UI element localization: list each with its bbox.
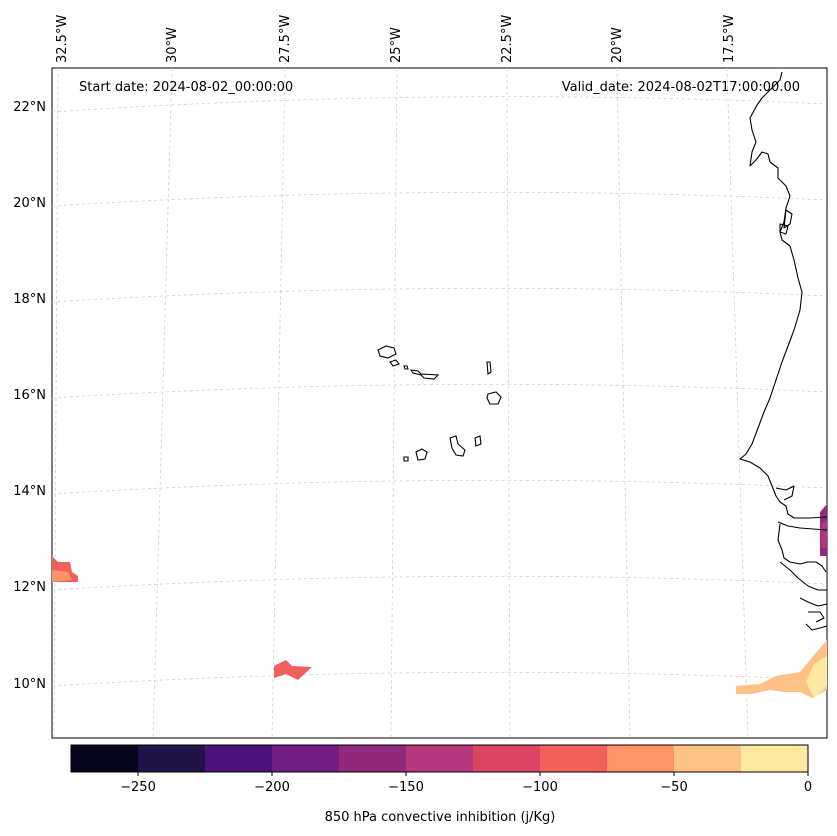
lon-label-32-5w: 32.5°W: [55, 15, 70, 63]
cin-area-central: [274, 660, 312, 680]
lat-label-12n: 12°N: [13, 580, 46, 595]
lon-label-22-5w: 22.5°W: [500, 15, 515, 63]
colorbar-segment: [205, 745, 273, 772]
island-brava: [403, 456, 409, 462]
lat-label-22n: 22°N: [13, 100, 46, 115]
lon-label-20w: 20°W: [610, 27, 625, 63]
gridlines: [51, 67, 828, 739]
cin-area-southeast-light: [806, 656, 827, 698]
island-sal: [486, 361, 492, 375]
colorbar-tick-label: −250: [120, 780, 156, 795]
lat-label-10n: 10°N: [13, 677, 46, 692]
lat-label-16n: 16°N: [13, 388, 46, 403]
colorbar: −250 −200 −150 −100 −50 0: [70, 744, 812, 795]
colorbar-frame: [70, 744, 809, 773]
island-sao-nicolau: [409, 369, 440, 380]
island-santa-luzia: [403, 365, 409, 370]
latitude-labels: 22°N 20°N 18°N 16°N 14°N 12°N 10°N: [13, 100, 46, 692]
lon-label-25w: 25°W: [389, 27, 404, 63]
african-coastline: [739, 71, 828, 631]
island-boa-vista: [486, 391, 502, 405]
cin-area-east-purple-inner: [821, 520, 827, 548]
start-date-label: Start date: 2024-08-02_00:00:00: [79, 80, 293, 95]
colorbar-segment: [674, 745, 742, 772]
lon-label-30w: 30°W: [165, 27, 180, 63]
island-santo-antao: [377, 345, 397, 359]
longitude-labels: 32.5°W 30°W 27.5°W 25°W 22.5°W 20°W 17.5…: [55, 15, 737, 63]
colorbar-tick-label: −150: [388, 780, 424, 795]
island-sao-vicente: [389, 359, 400, 367]
cape-verde-islands: [377, 345, 502, 462]
colorbar-segment: [406, 745, 474, 772]
colorbar-segment: [339, 745, 407, 772]
map-frame: [51, 67, 828, 739]
island-santiago: [449, 435, 466, 457]
colorbar-segment: [71, 745, 139, 772]
colorbar-tick-label: 0: [804, 780, 812, 795]
lon-label-17-5w: 17.5°W: [722, 15, 737, 63]
colorbar-tick-label: −100: [522, 780, 558, 795]
colorbar-label: 850 hPa convective inhibition (j/Kg): [325, 810, 556, 825]
island-fogo: [415, 448, 428, 461]
colorbar-segment: [138, 745, 206, 772]
colorbar-segment: [540, 745, 608, 772]
lon-label-27-5w: 27.5°W: [278, 15, 293, 63]
colorbar-tick-label: −50: [660, 780, 687, 795]
colorbar-segment: [607, 745, 675, 772]
island-maio: [474, 435, 482, 447]
valid-date-label: Valid_date: 2024-08-02T17:00:00.00: [562, 80, 800, 95]
colorbar-segment: [272, 745, 340, 772]
colorbar-segment: [741, 745, 809, 772]
lat-label-18n: 18°N: [13, 292, 46, 307]
cin-filled-areas: [52, 504, 827, 698]
cin-area-west-inner: [52, 570, 72, 582]
lat-label-14n: 14°N: [13, 484, 46, 499]
colorbar-segment: [473, 745, 541, 772]
lat-label-20n: 20°N: [13, 196, 46, 211]
colorbar-tick-label: −200: [254, 780, 290, 795]
cin-area-southeast: [736, 640, 827, 698]
